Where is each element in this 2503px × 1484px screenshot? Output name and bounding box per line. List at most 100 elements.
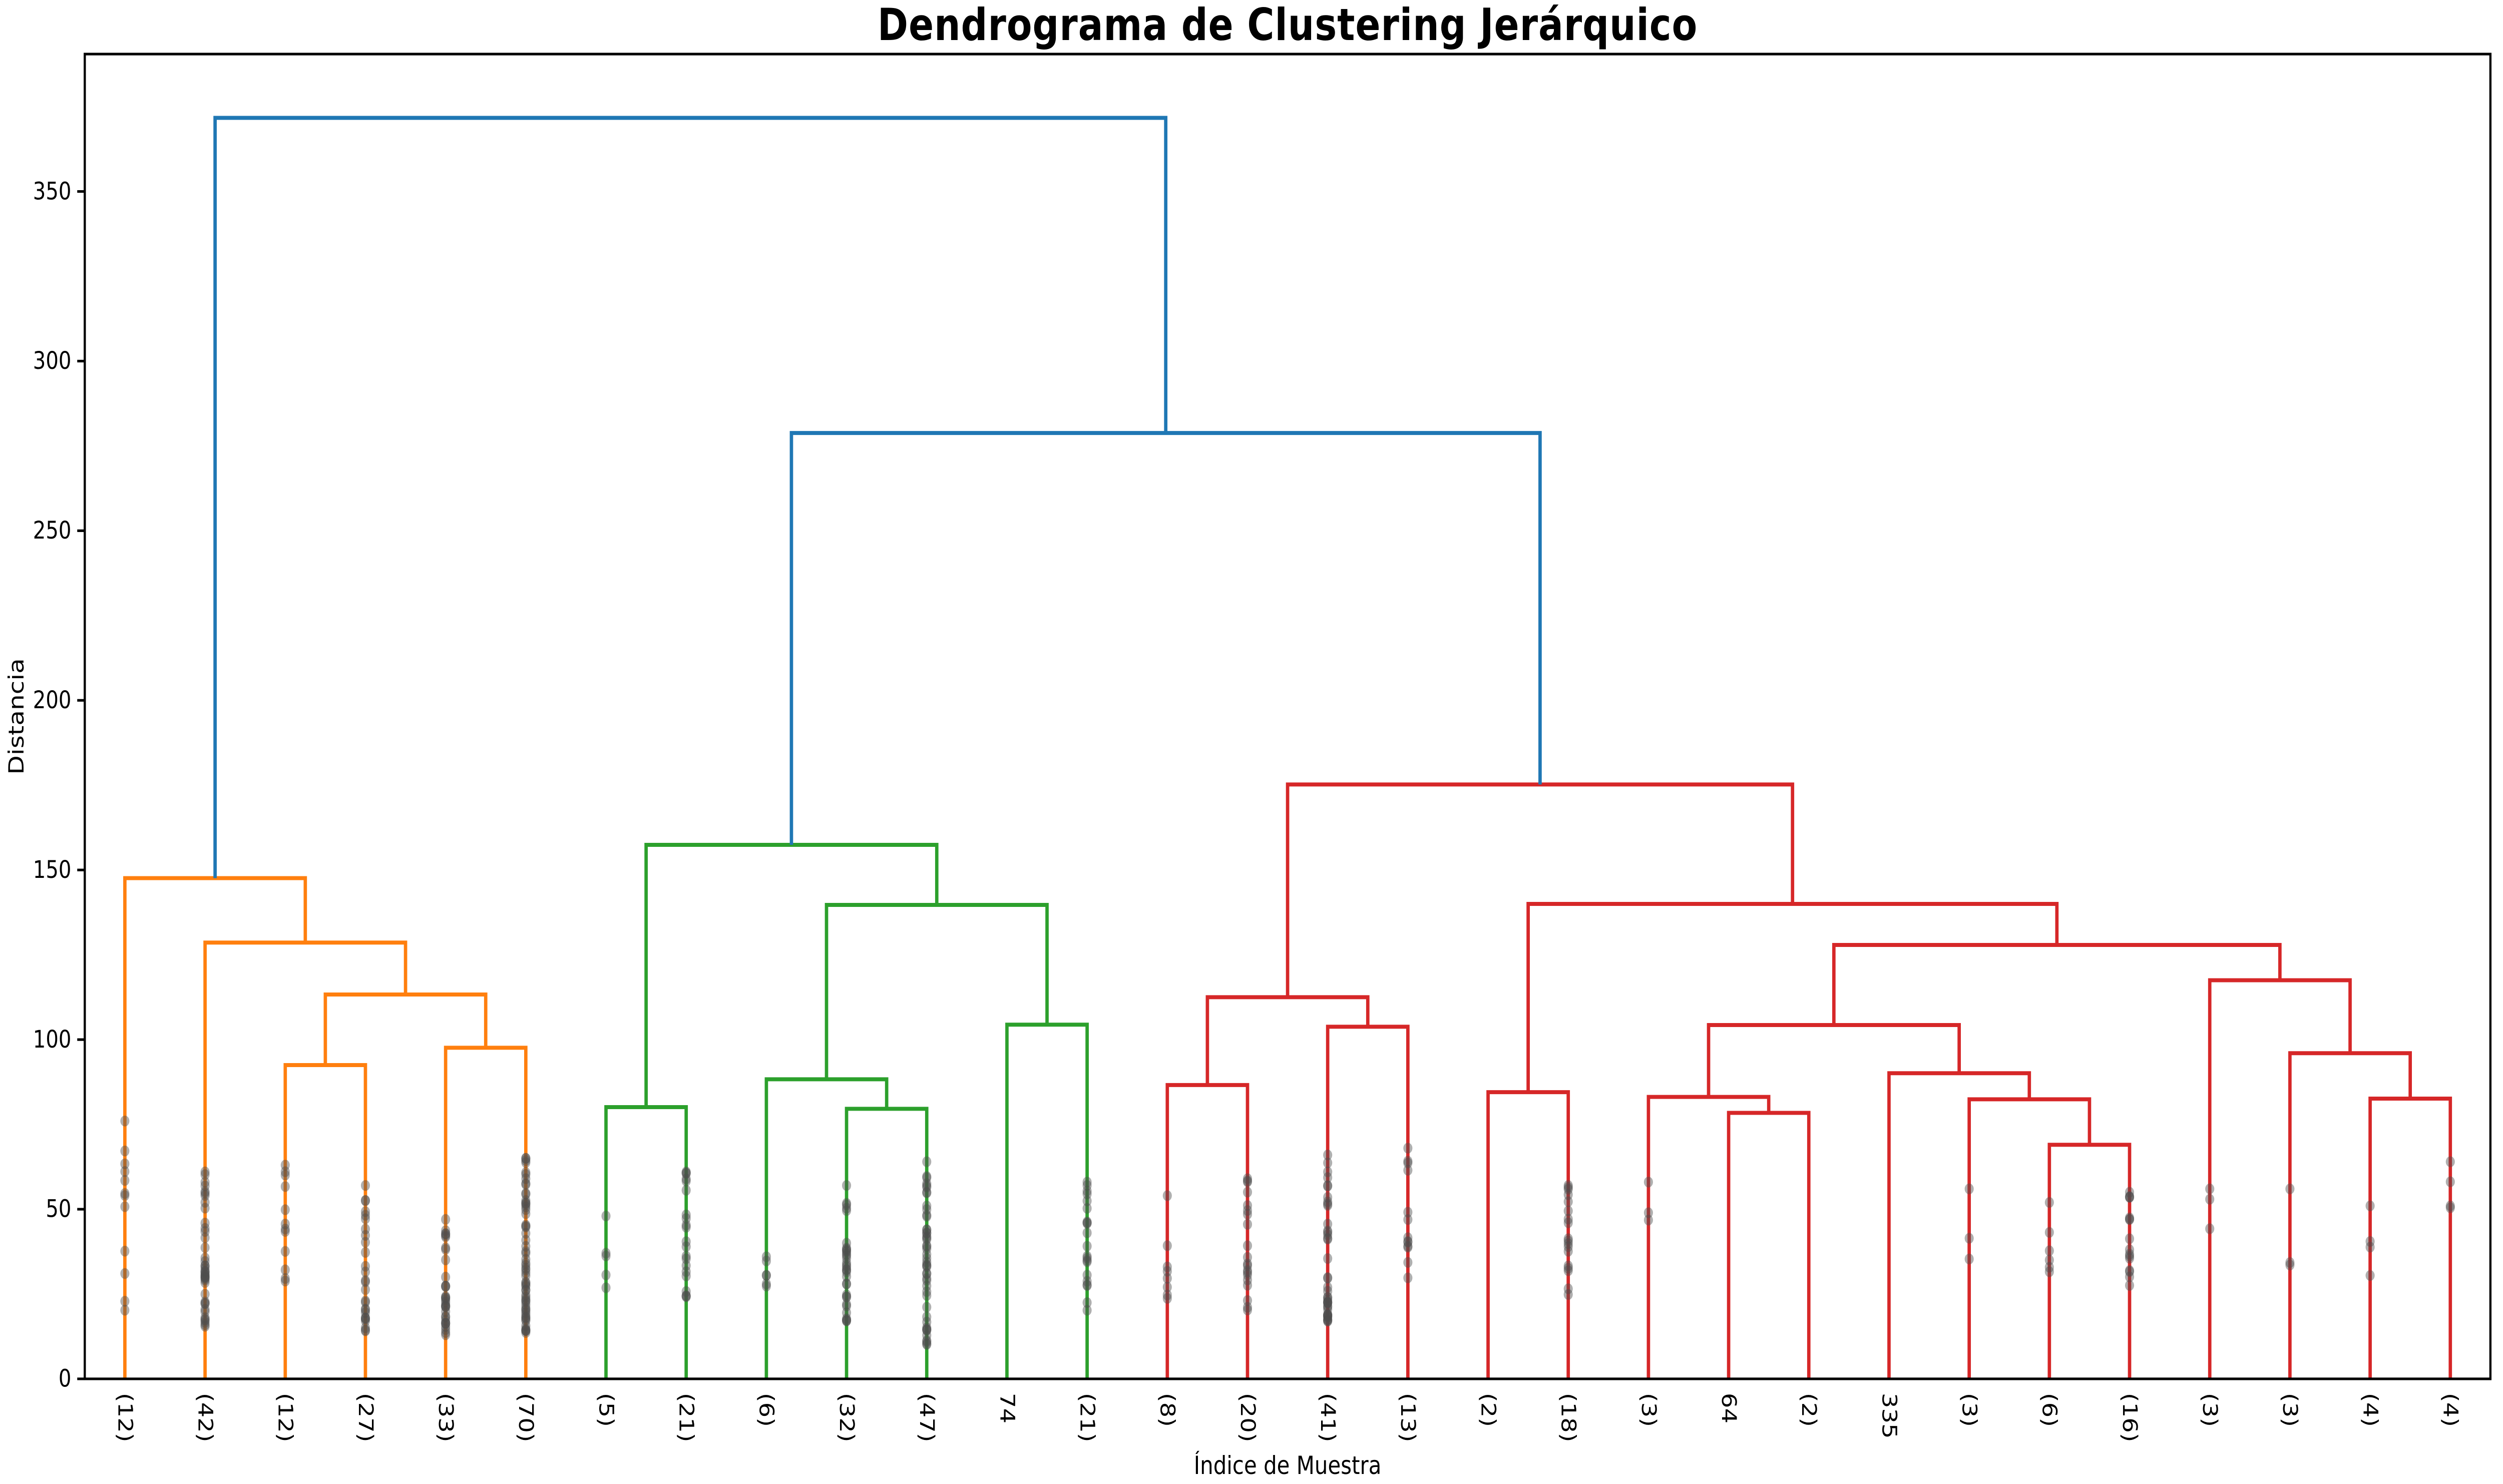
sample-point: [521, 1304, 531, 1315]
sample-point: [441, 1296, 451, 1308]
sample-point: [1403, 1165, 1413, 1176]
sample-point: [200, 1242, 210, 1253]
sample-point: [922, 1224, 932, 1235]
sample-point: [1403, 1272, 1413, 1283]
sample-point: [280, 1160, 290, 1171]
sample-point: [200, 1312, 210, 1323]
sample-scatter-points: [120, 1115, 2455, 1350]
sample-point: [922, 1234, 932, 1245]
sample-point: [922, 1275, 932, 1286]
dendrogram-link: [123, 876, 307, 1379]
sample-point: [441, 1294, 451, 1305]
sample-point: [521, 1197, 531, 1209]
x-tick-label: 64: [1717, 1393, 1740, 1423]
sample-point: [120, 1190, 130, 1201]
sample-point: [120, 1115, 130, 1127]
sample-point: [2044, 1254, 2054, 1266]
sample-point: [842, 1237, 852, 1249]
sample-point: [360, 1315, 370, 1326]
sample-point: [842, 1203, 852, 1214]
dendrogram-link: [2368, 1097, 2452, 1379]
sample-point: [1563, 1233, 1573, 1244]
sample-point: [1242, 1205, 1253, 1216]
sample-point: [441, 1228, 451, 1239]
sample-point: [922, 1204, 932, 1215]
sample-point: [1563, 1265, 1573, 1276]
sample-point: [842, 1244, 852, 1255]
sample-point: [1323, 1297, 1333, 1308]
sample-point: [1643, 1214, 1653, 1226]
sample-point: [441, 1231, 451, 1243]
sample-point: [200, 1203, 210, 1214]
sample-point: [1323, 1272, 1333, 1283]
x-axis-label: Índice de Muestra: [1194, 1450, 1382, 1480]
sample-point: [601, 1248, 611, 1259]
sample-point: [280, 1170, 290, 1181]
sample-point: [922, 1180, 932, 1191]
sample-point: [681, 1222, 691, 1233]
sample-point: [441, 1301, 451, 1312]
sample-point: [842, 1245, 852, 1256]
sample-point: [2125, 1249, 2135, 1260]
sample-point: [200, 1296, 210, 1307]
sample-point: [1242, 1240, 1253, 1251]
sample-point: [1323, 1300, 1333, 1312]
sample-point: [441, 1327, 451, 1338]
sample-point: [360, 1206, 370, 1217]
sample-point: [441, 1315, 451, 1326]
sample-point: [1082, 1195, 1092, 1207]
sample-point: [2125, 1191, 2135, 1202]
sample-point: [1323, 1149, 1333, 1161]
sample-point: [521, 1311, 531, 1323]
sample-point: [521, 1201, 531, 1213]
sample-point: [922, 1182, 932, 1193]
sample-point: [1323, 1200, 1333, 1211]
sample-point: [1323, 1315, 1333, 1327]
sample-point: [1563, 1263, 1573, 1274]
sample-point: [441, 1311, 451, 1323]
sample-point: [1082, 1188, 1092, 1200]
x-tick-label: (32): [835, 1393, 858, 1442]
sample-point: [1323, 1166, 1333, 1178]
sample-point: [1162, 1261, 1172, 1273]
sample-point: [521, 1289, 531, 1300]
sample-point: [441, 1299, 451, 1310]
sample-point: [441, 1300, 451, 1312]
sample-point: [360, 1223, 370, 1235]
sample-point: [1162, 1273, 1172, 1284]
sample-point: [521, 1264, 531, 1276]
sample-point: [280, 1223, 290, 1235]
sample-point: [842, 1246, 852, 1257]
sample-point: [521, 1315, 531, 1326]
sample-point: [1323, 1311, 1333, 1322]
sample-point: [922, 1268, 932, 1279]
sample-point: [922, 1280, 932, 1291]
sample-point: [280, 1226, 290, 1237]
sample-point: [1323, 1297, 1333, 1309]
sample-point: [2365, 1270, 2375, 1281]
sample-point: [1323, 1196, 1333, 1208]
sample-point: [842, 1264, 852, 1276]
x-tick-label: (6): [755, 1393, 778, 1427]
sample-point: [681, 1266, 691, 1277]
sample-point: [200, 1186, 210, 1197]
sample-point: [2125, 1192, 2135, 1203]
sample-point: [681, 1291, 691, 1302]
sample-point: [360, 1275, 370, 1286]
sample-point: [842, 1271, 852, 1282]
sample-point: [1242, 1187, 1253, 1198]
x-tick-label: (4): [2439, 1393, 2462, 1427]
sample-point: [521, 1178, 531, 1189]
sample-point: [360, 1261, 370, 1272]
x-tick-label: (41): [1316, 1393, 1339, 1442]
sample-point: [1323, 1282, 1333, 1293]
sample-point: [200, 1288, 210, 1300]
sample-point: [2445, 1156, 2455, 1167]
sample-point: [200, 1266, 210, 1277]
sample-point: [360, 1237, 370, 1248]
sample-point: [1082, 1251, 1092, 1262]
sample-point: [521, 1234, 531, 1246]
sample-point: [1964, 1253, 1974, 1265]
sample-point: [2125, 1233, 2135, 1244]
sample-point: [521, 1221, 531, 1233]
